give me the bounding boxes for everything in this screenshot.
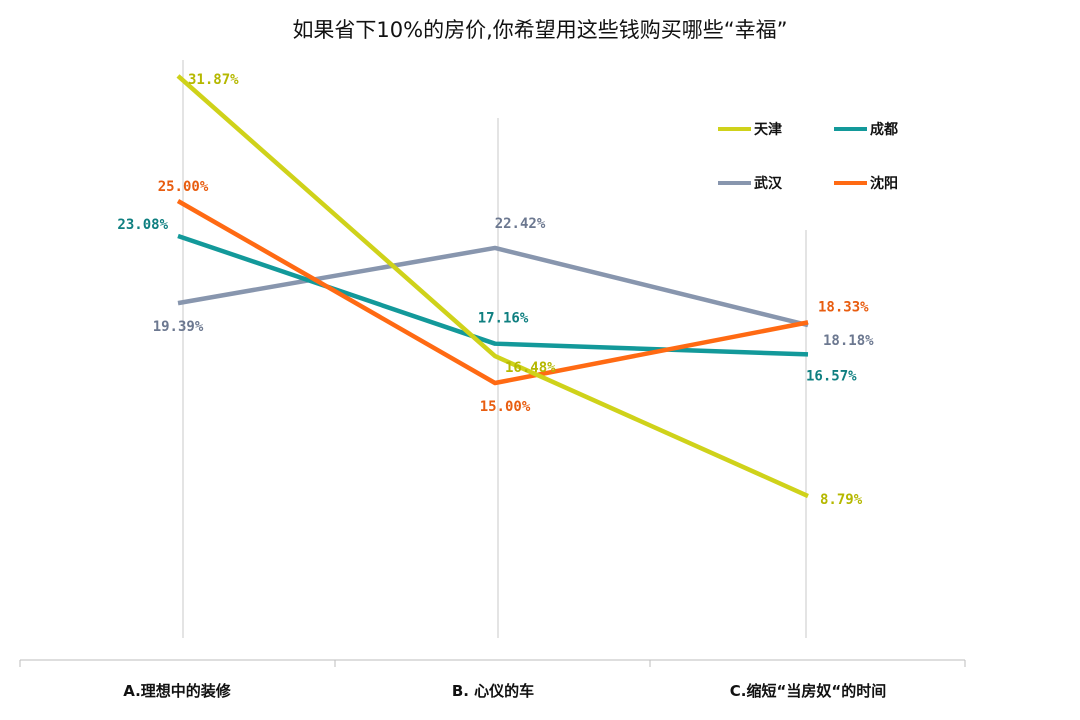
- data-label: 15.00%: [480, 399, 531, 415]
- data-label: 8.79%: [820, 492, 863, 508]
- x-tick-label: B. 心仪的车: [452, 682, 534, 700]
- data-label: 16.57%: [806, 368, 857, 384]
- data-label: 19.39%: [153, 319, 204, 335]
- data-label: 17.16%: [478, 311, 529, 327]
- legend-label: 武汉: [754, 175, 783, 192]
- legend-label: 沈阳: [870, 175, 898, 192]
- data-label: 18.18%: [823, 333, 874, 349]
- chart-title: 如果省下10%的房价,你希望用这些钱购买哪些“幸福”: [292, 18, 788, 42]
- data-label: 16.48%: [505, 360, 556, 376]
- data-label: 18.33%: [818, 299, 869, 315]
- data-label: 23.08%: [117, 217, 168, 233]
- x-tick-label: A.理想中的装修: [123, 682, 232, 700]
- legend-label: 天津: [754, 121, 782, 138]
- data-label: 31.87%: [188, 72, 239, 88]
- data-label: 25.00%: [158, 179, 209, 195]
- x-tick-label: C.缩短“当房奴“的时间: [730, 682, 886, 700]
- data-label: 22.42%: [495, 216, 546, 232]
- legend-label: 成都: [870, 121, 898, 138]
